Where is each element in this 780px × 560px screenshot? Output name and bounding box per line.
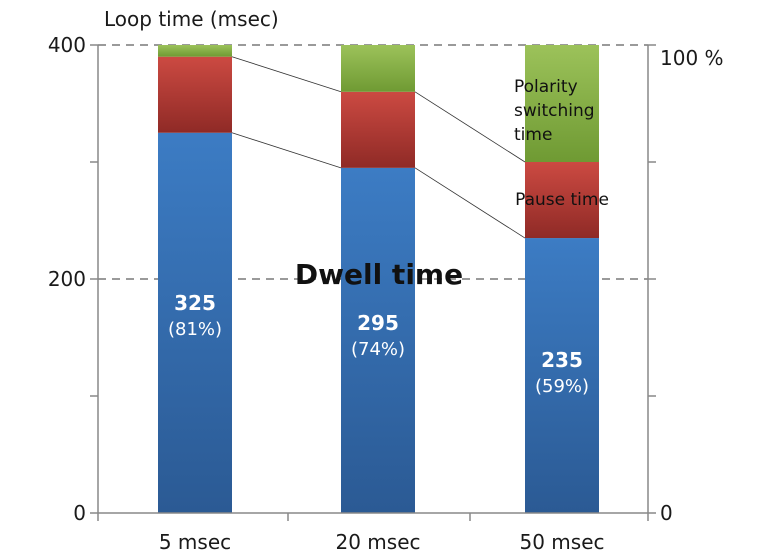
bars [158,45,599,514]
connector-line [231,132,342,169]
y-axis-title: Loop time (msec) [104,7,279,31]
bar-segment-polarity-switching-time [158,45,232,57]
y2-tick-label: 100 % [660,46,724,70]
data-label-value: 295 [357,311,399,335]
axes [90,44,656,521]
bar-segment-dwell-time [525,238,599,514]
annotation-pause-time: Pause time [515,190,609,210]
data-label-percent: (81%) [168,319,222,340]
y-tick-label: 200 [48,267,86,291]
annotation-polarity-switching-time: time [514,125,552,145]
annotation-dwell-time: Dwell time [295,258,463,291]
labels: 0 200 400 0 100 % Loop time (msec) 5 msec 20 ms… [48,7,724,554]
connector-lines [231,56,526,239]
y2-tick-label: 0 [660,501,673,525]
bar-segment-pause-time [341,91,415,168]
x-tick-label: 50 msec [519,530,604,554]
bar-segment-polarity-switching-time [525,45,599,162]
connector-line [231,56,342,93]
bar-segment-pause-time [525,162,599,239]
data-label-percent: (59%) [535,376,589,397]
bar-segment-dwell-time [341,167,415,513]
x-tick-label: 20 msec [335,530,420,554]
connector-line [414,167,526,239]
y-tick-label: 400 [48,33,86,57]
bar-segment-polarity-switching-time [341,45,415,92]
x-tick-label: 5 msec [159,530,231,554]
y-tick-label: 0 [73,501,86,525]
bar-segment-dwell-time [158,132,232,513]
bar-segment-pause-time [158,56,232,133]
connector-line [414,91,526,163]
annotation-polarity-switching-time: Polarity [514,77,578,97]
data-label-value: 325 [174,291,216,315]
annotation-polarity-switching-time: switching [514,101,595,121]
data-label-value: 235 [541,348,583,372]
data-label-percent: (74%) [351,339,405,360]
